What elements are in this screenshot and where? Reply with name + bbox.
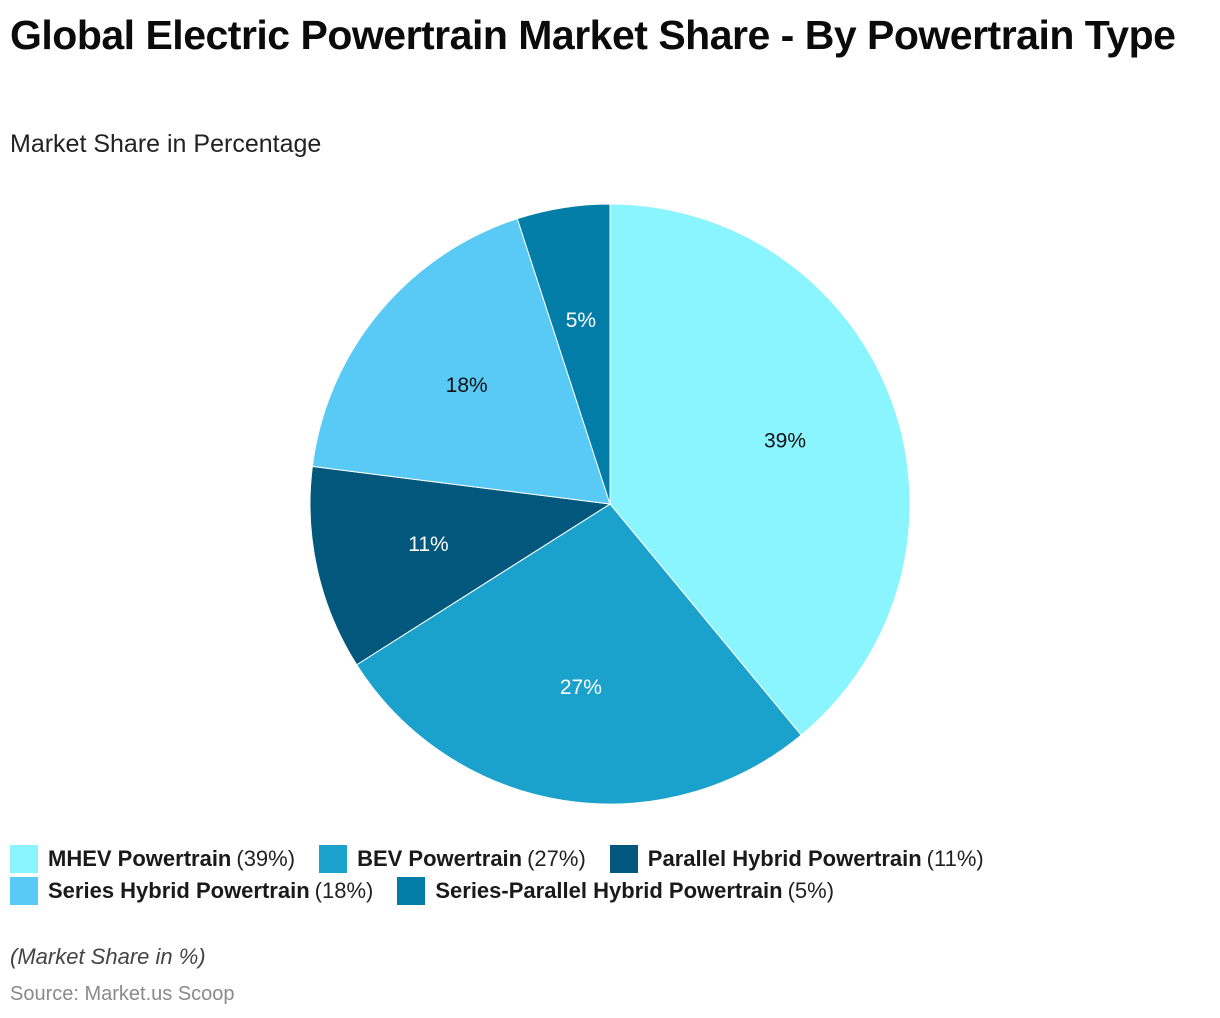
- footnote: (Market Share in %): [10, 944, 206, 969]
- slice-label-parallel-hybrid: 11%: [408, 533, 448, 556]
- pie-slice-bev: [356, 503, 802, 805]
- slice-label-series-parallel-hybrid: 5%: [566, 309, 596, 332]
- legend-value: (27%): [527, 846, 586, 871]
- legend-value: (11%): [926, 846, 984, 871]
- legend-item-bev: BEV Powertrain (27%): [319, 845, 586, 873]
- legend-value: (5%): [787, 878, 835, 903]
- pie-slice-mhev: [609, 203, 911, 736]
- legend-swatch: [319, 845, 348, 873]
- pie-slice-series-parallel-hybrid: [516, 203, 611, 505]
- slice-label-mhev: 39%: [764, 429, 806, 452]
- legend-swatch: [397, 877, 426, 905]
- legend-swatch: [10, 845, 38, 873]
- legend-label: Parallel Hybrid Powertrain: [647, 846, 922, 871]
- legend-item-mhev: MHEV Powertrain (39%): [10, 845, 295, 873]
- legend-swatch: [10, 877, 38, 905]
- legend-label: BEV Powertrain: [357, 846, 523, 871]
- chart-title: Global Electric Powertrain Market Share …: [10, 12, 1176, 58]
- legend-label: MHEV Powertrain: [48, 846, 232, 871]
- legend-item-series-hybrid: Series Hybrid Powertrain (18%): [10, 877, 373, 905]
- legend-value: (18%): [314, 878, 374, 903]
- chart-legend: MHEV Powertrain (39%) BEV Powertrain (27…: [10, 843, 1210, 907]
- pie-slice-series-hybrid: [311, 218, 611, 505]
- pie-chart: 39% 27% 11% 18% 5%: [309, 203, 911, 805]
- legend-row: MHEV Powertrain (39%) BEV Powertrain (27…: [10, 843, 1210, 875]
- source-text: Source: Market.us Scoop: [10, 983, 235, 1005]
- slice-label-series-hybrid: 18%: [446, 374, 488, 397]
- legend-item-series-parallel-hybrid: Series-Parallel Hybrid Powertrain (5%): [397, 877, 834, 905]
- legend-label: Series Hybrid Powertrain: [48, 878, 310, 903]
- pie-slice-parallel-hybrid: [309, 465, 612, 666]
- legend-item-parallel-hybrid: Parallel Hybrid Powertrain (11%): [609, 845, 984, 873]
- slice-label-bev: 27%: [560, 676, 602, 699]
- legend-value: (39%): [236, 846, 296, 871]
- legend-row: Series Hybrid Powertrain (18%) Series-Pa…: [10, 875, 1210, 907]
- legend-label: Series-Parallel Hybrid Powertrain: [435, 878, 783, 903]
- legend-swatch: [609, 845, 638, 873]
- chart-subtitle: Market Share in Percentage: [10, 130, 322, 158]
